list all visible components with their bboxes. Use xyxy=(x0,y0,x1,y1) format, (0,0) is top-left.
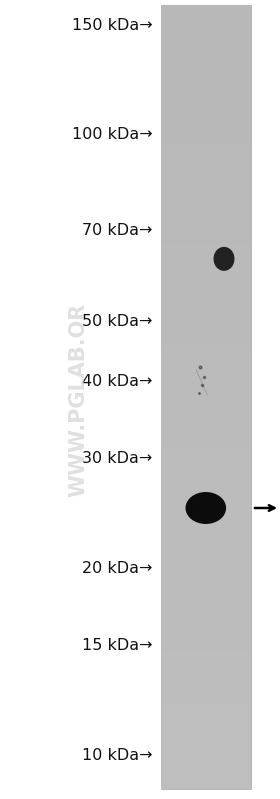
Text: 70 kDa→: 70 kDa→ xyxy=(82,223,153,238)
Text: WWW.PGLAB.OR: WWW.PGLAB.OR xyxy=(68,302,88,497)
Text: 10 kDa→: 10 kDa→ xyxy=(82,748,153,762)
Text: 15 kDa→: 15 kDa→ xyxy=(82,638,153,654)
Ellipse shape xyxy=(213,247,235,271)
Text: 150 kDa→: 150 kDa→ xyxy=(72,18,153,33)
Text: 30 kDa→: 30 kDa→ xyxy=(82,451,153,467)
Bar xyxy=(161,5,251,789)
Text: 100 kDa→: 100 kDa→ xyxy=(72,127,153,141)
Ellipse shape xyxy=(185,492,226,524)
Text: 50 kDa→: 50 kDa→ xyxy=(82,314,153,328)
Text: 40 kDa→: 40 kDa→ xyxy=(82,374,153,389)
Text: 20 kDa→: 20 kDa→ xyxy=(82,561,153,575)
